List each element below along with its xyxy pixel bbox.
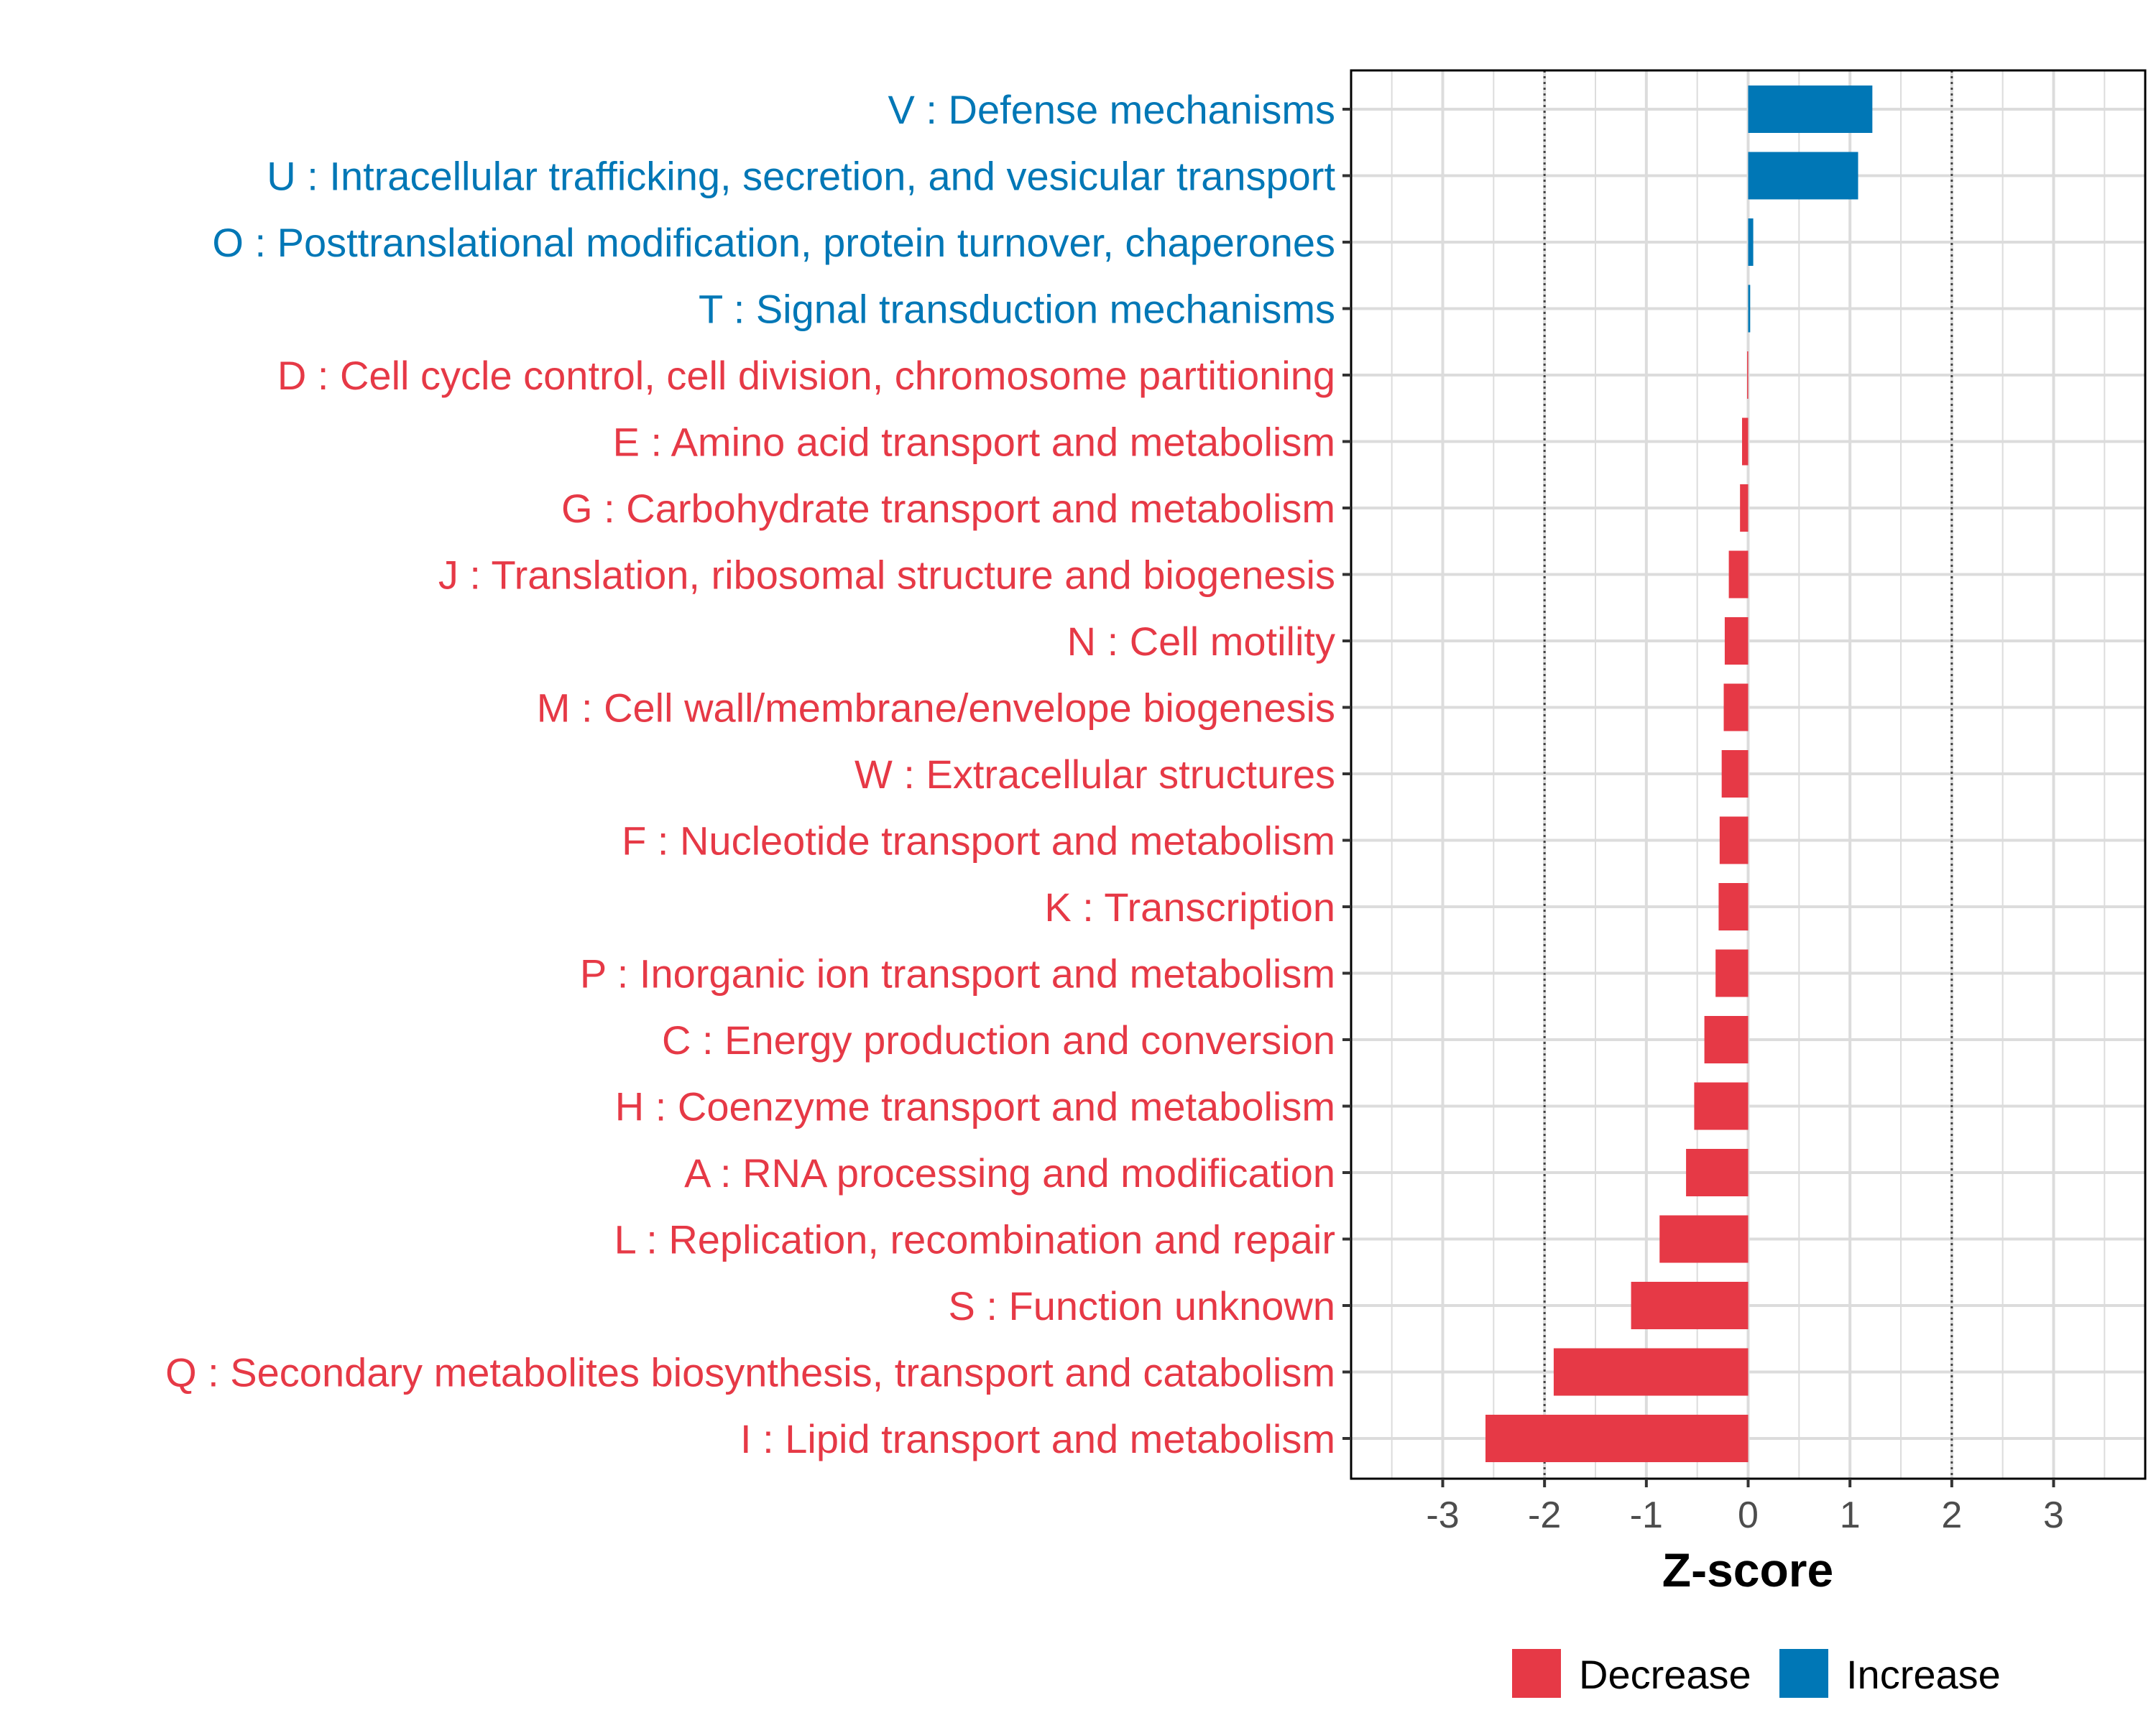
category-label: Q : Secondary metabolites biosynthesis, … (165, 1350, 1335, 1395)
bar (1747, 351, 1749, 399)
bar (1748, 152, 1858, 200)
legend-label: Increase (1846, 1652, 2001, 1697)
category-label: A : RNA processing and modification (684, 1150, 1335, 1196)
category-label: O : Posttranslational modification, prot… (212, 220, 1335, 265)
category-label: S : Function unknown (948, 1283, 1335, 1329)
legend-key (1512, 1649, 1561, 1698)
x-tick-label: 3 (2043, 1494, 2064, 1536)
bar (1553, 1348, 1749, 1396)
x-tick-label: -3 (1426, 1494, 1459, 1536)
category-label: U : Intracellular trafficking, secretion… (267, 154, 1335, 199)
bar (1742, 417, 1749, 466)
category-label: W : Extracellular structures (854, 752, 1335, 797)
category-label: C : Energy production and conversion (662, 1017, 1335, 1063)
x-tick-label: 0 (1738, 1494, 1759, 1536)
x-tick-label: -2 (1528, 1494, 1561, 1536)
x-tick-label: 1 (1840, 1494, 1861, 1536)
bar (1686, 1149, 1749, 1196)
bar (1719, 816, 1749, 864)
bar (1694, 1082, 1749, 1130)
category-label: E : Amino acid transport and metabolism (613, 420, 1335, 465)
legend-key (1779, 1649, 1828, 1698)
x-tick-label: 2 (1941, 1494, 1962, 1536)
x-axis-title: Z-score (1662, 1543, 1833, 1597)
category-label: J : Translation, ribosomal structure and… (438, 553, 1335, 598)
category-label: T : Signal transduction mechanisms (699, 287, 1335, 332)
category-label: P : Inorganic ion transport and metaboli… (580, 951, 1335, 997)
legend: Decrease Increase (1512, 1649, 2001, 1698)
bar (1704, 1016, 1749, 1063)
bar (1748, 86, 1873, 133)
bar (1723, 683, 1749, 731)
bar (1724, 617, 1749, 665)
legend-label: Decrease (1579, 1652, 1751, 1697)
y-ticks (1342, 108, 1351, 1440)
category-label: D : Cell cycle control, cell division, c… (277, 353, 1335, 398)
category-label: I : Lipid transport and metabolism (740, 1416, 1335, 1461)
bar (1728, 550, 1749, 599)
category-label: K : Transcription (1044, 884, 1335, 930)
x-tick-label: -1 (1630, 1494, 1663, 1536)
x-ticks: -3 -2 -1 0 1 2 3 (1426, 1479, 2064, 1536)
category-label: G : Carbohydrate transport and metabolis… (561, 486, 1335, 531)
bar (1740, 484, 1749, 532)
bar (1748, 285, 1751, 333)
bar (1721, 750, 1749, 798)
bar (1718, 883, 1749, 930)
category-label: V : Defense mechanisms (888, 87, 1335, 132)
category-label: H : Coenzyme transport and metabolism (615, 1084, 1335, 1129)
bar (1715, 949, 1749, 997)
bar (1659, 1215, 1749, 1263)
category-label: F : Nucleotide transport and metabolism (622, 818, 1335, 864)
category-label: L : Replication, recombination and repai… (614, 1217, 1335, 1262)
category-label: M : Cell wall/membrane/envelope biogenes… (537, 685, 1335, 731)
category-labels: V : Defense mechanisms U : Intracellular … (165, 87, 1335, 1461)
reference-lines (1543, 70, 1953, 1479)
category-label: N : Cell motility (1067, 619, 1335, 664)
bar-layer (1485, 86, 1873, 1462)
bar (1748, 218, 1754, 266)
bar (1631, 1282, 1749, 1329)
bar (1485, 1415, 1749, 1462)
